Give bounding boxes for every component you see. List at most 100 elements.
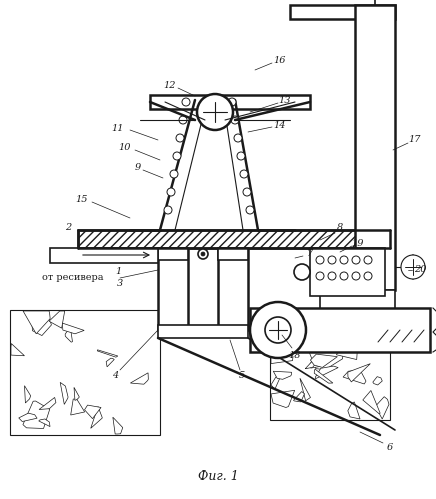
Text: 1: 1 bbox=[115, 267, 121, 276]
Polygon shape bbox=[23, 311, 50, 334]
Polygon shape bbox=[306, 338, 343, 370]
Polygon shape bbox=[39, 419, 50, 427]
Polygon shape bbox=[130, 373, 148, 384]
Polygon shape bbox=[74, 387, 79, 400]
Circle shape bbox=[176, 134, 184, 142]
Polygon shape bbox=[293, 392, 304, 402]
Circle shape bbox=[250, 302, 306, 358]
Circle shape bbox=[328, 256, 336, 264]
Circle shape bbox=[352, 256, 360, 264]
Polygon shape bbox=[271, 376, 281, 389]
Bar bbox=[290, 5, 395, 19]
Polygon shape bbox=[71, 399, 85, 415]
Circle shape bbox=[364, 272, 372, 280]
Bar bbox=[320, 290, 395, 312]
Polygon shape bbox=[62, 323, 84, 334]
Bar bbox=[78, 230, 390, 248]
Text: 7: 7 bbox=[307, 250, 313, 258]
Circle shape bbox=[170, 170, 178, 178]
Polygon shape bbox=[32, 318, 51, 335]
Polygon shape bbox=[11, 344, 24, 356]
Polygon shape bbox=[113, 417, 123, 434]
Text: 17: 17 bbox=[409, 136, 421, 145]
Polygon shape bbox=[310, 358, 324, 368]
Circle shape bbox=[352, 272, 360, 280]
Bar bbox=[50, 248, 158, 263]
Circle shape bbox=[197, 94, 233, 130]
Bar bbox=[355, 5, 395, 290]
Bar bbox=[310, 248, 385, 296]
Bar bbox=[158, 325, 248, 338]
Circle shape bbox=[246, 206, 254, 214]
Polygon shape bbox=[375, 397, 389, 419]
Polygon shape bbox=[337, 342, 358, 360]
Bar bbox=[10, 310, 160, 435]
Text: 9: 9 bbox=[135, 164, 141, 173]
Text: 16: 16 bbox=[274, 55, 286, 64]
Circle shape bbox=[201, 252, 205, 256]
Polygon shape bbox=[363, 391, 380, 414]
Text: 19: 19 bbox=[352, 239, 364, 248]
Bar bbox=[218, 240, 248, 330]
Text: 13: 13 bbox=[279, 95, 291, 104]
Circle shape bbox=[173, 152, 181, 160]
Text: от ресивера: от ресивера bbox=[42, 273, 103, 282]
Polygon shape bbox=[106, 358, 114, 367]
Polygon shape bbox=[271, 390, 295, 408]
Polygon shape bbox=[343, 370, 366, 384]
Circle shape bbox=[328, 272, 336, 280]
Circle shape bbox=[364, 256, 372, 264]
Text: 11: 11 bbox=[112, 123, 124, 133]
Polygon shape bbox=[315, 366, 338, 379]
Bar bbox=[218, 248, 248, 260]
Circle shape bbox=[340, 272, 348, 280]
Circle shape bbox=[294, 264, 310, 280]
Polygon shape bbox=[310, 354, 337, 367]
Polygon shape bbox=[348, 402, 360, 419]
Polygon shape bbox=[271, 349, 293, 364]
Circle shape bbox=[198, 249, 208, 259]
Text: 8: 8 bbox=[337, 224, 343, 233]
Text: 18: 18 bbox=[289, 350, 301, 359]
Polygon shape bbox=[97, 350, 118, 357]
Circle shape bbox=[240, 170, 248, 178]
Polygon shape bbox=[273, 371, 292, 379]
Circle shape bbox=[237, 152, 245, 160]
Polygon shape bbox=[305, 361, 315, 369]
Polygon shape bbox=[65, 327, 72, 342]
Bar bbox=[158, 248, 188, 260]
Text: 3: 3 bbox=[117, 278, 123, 287]
Bar bbox=[158, 240, 188, 330]
Circle shape bbox=[228, 98, 236, 106]
Circle shape bbox=[316, 256, 324, 264]
Text: 2: 2 bbox=[65, 224, 71, 233]
Polygon shape bbox=[23, 401, 50, 429]
Polygon shape bbox=[60, 382, 68, 404]
Polygon shape bbox=[373, 377, 382, 385]
Circle shape bbox=[316, 272, 324, 280]
Polygon shape bbox=[39, 397, 56, 410]
Circle shape bbox=[234, 134, 242, 142]
Text: 5: 5 bbox=[239, 370, 245, 380]
Text: Фиг. 1: Фиг. 1 bbox=[198, 470, 238, 483]
Polygon shape bbox=[300, 378, 310, 401]
Circle shape bbox=[340, 256, 348, 264]
Polygon shape bbox=[49, 311, 65, 328]
Circle shape bbox=[243, 188, 251, 196]
Polygon shape bbox=[314, 369, 333, 383]
Polygon shape bbox=[24, 386, 31, 403]
Bar bbox=[270, 330, 390, 420]
Text: 10: 10 bbox=[119, 144, 131, 153]
Polygon shape bbox=[91, 407, 102, 428]
Text: 20: 20 bbox=[414, 265, 426, 274]
Text: 15: 15 bbox=[76, 196, 88, 205]
Polygon shape bbox=[19, 413, 37, 422]
Text: 14: 14 bbox=[274, 120, 286, 130]
Circle shape bbox=[265, 317, 291, 343]
Bar bbox=[250, 308, 430, 352]
Bar bbox=[150, 95, 310, 109]
Polygon shape bbox=[85, 405, 101, 419]
Text: 6: 6 bbox=[387, 444, 393, 453]
Circle shape bbox=[401, 255, 425, 279]
Circle shape bbox=[182, 98, 190, 106]
